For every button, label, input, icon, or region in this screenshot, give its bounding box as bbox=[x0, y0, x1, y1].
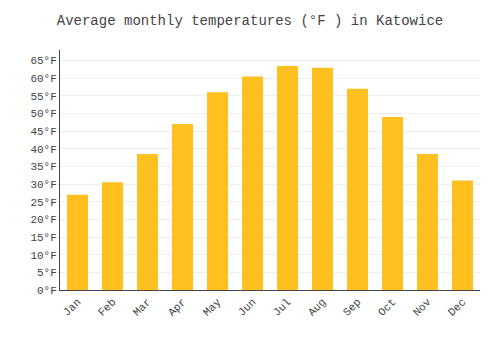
svg-text:35°F: 35°F bbox=[30, 161, 56, 173]
svg-text:Dec: Dec bbox=[446, 296, 468, 318]
svg-text:20°F: 20°F bbox=[30, 214, 56, 226]
svg-text:Oct: Oct bbox=[376, 296, 398, 318]
svg-text:15°F: 15°F bbox=[30, 232, 56, 244]
svg-text:0°F: 0°F bbox=[37, 285, 57, 297]
svg-text:Feb: Feb bbox=[96, 296, 118, 318]
svg-text:25°F: 25°F bbox=[30, 197, 56, 209]
svg-text:Aug: Aug bbox=[306, 296, 328, 318]
svg-text:Apr: Apr bbox=[166, 296, 188, 318]
svg-text:45°F: 45°F bbox=[30, 126, 56, 138]
svg-text:55°F: 55°F bbox=[30, 91, 56, 103]
svg-text:Nov: Nov bbox=[411, 296, 434, 319]
svg-text:60°F: 60°F bbox=[30, 73, 56, 85]
svg-text:65°F: 65°F bbox=[30, 55, 56, 67]
svg-text:May: May bbox=[201, 296, 224, 319]
svg-text:Jan: Jan bbox=[61, 296, 83, 318]
svg-text:Jul: Jul bbox=[271, 296, 293, 318]
svg-text:Sep: Sep bbox=[341, 296, 363, 318]
svg-text:40°F: 40°F bbox=[30, 144, 56, 156]
svg-text:30°F: 30°F bbox=[30, 179, 56, 191]
svg-text:50°F: 50°F bbox=[30, 108, 56, 120]
svg-text:Mar: Mar bbox=[131, 296, 153, 318]
svg-text:Jun: Jun bbox=[236, 296, 258, 318]
svg-text:5°F: 5°F bbox=[37, 267, 57, 279]
svg-text:10°F: 10°F bbox=[30, 250, 56, 262]
svg-text:Average monthly temperatures (: Average monthly temperatures (°F ) in Ka… bbox=[57, 13, 443, 29]
